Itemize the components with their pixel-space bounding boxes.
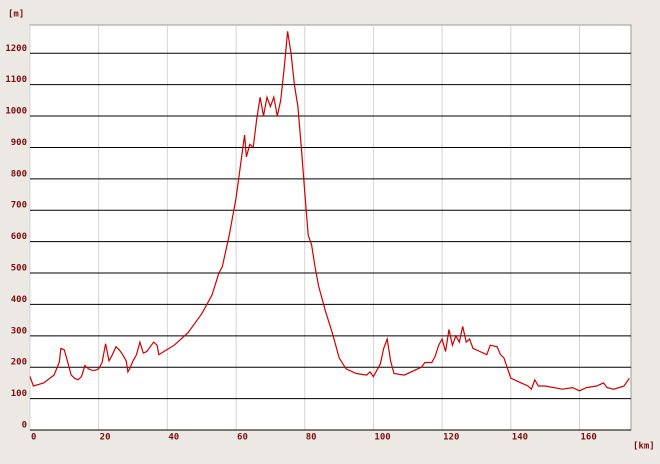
plot-area xyxy=(29,24,632,431)
x-unit: [km] xyxy=(633,442,655,452)
y-unit: [m] xyxy=(8,10,24,20)
y-tick-label: 1200 xyxy=(5,44,27,54)
y-tick-label: 800 xyxy=(11,169,27,179)
x-tick-label: 40 xyxy=(168,433,179,443)
y-tick-label: 0 xyxy=(22,421,27,431)
y-tick-label: 1100 xyxy=(5,75,27,85)
elevation-line xyxy=(29,31,630,392)
y-tick-label: 700 xyxy=(11,201,27,211)
y-tick-label: 100 xyxy=(11,389,27,399)
y-tick-label: 500 xyxy=(11,264,27,274)
x-tick-label: 160 xyxy=(580,433,596,443)
x-tick-label: 0 xyxy=(31,433,36,443)
y-tick-label: 600 xyxy=(11,232,27,242)
x-tick-label: 120 xyxy=(443,433,459,443)
x-tick-label: 20 xyxy=(100,433,111,443)
y-tick-label: 200 xyxy=(11,358,27,368)
x-tick-label: 60 xyxy=(237,433,248,443)
y-tick-label: 400 xyxy=(11,295,27,305)
y-tick-label: 300 xyxy=(11,326,27,336)
x-tick-label: 140 xyxy=(512,433,528,443)
x-tick-label: 100 xyxy=(374,433,390,443)
x-tick-label: 80 xyxy=(306,433,317,443)
y-tick-label: 1000 xyxy=(5,107,27,117)
y-tick-label: 900 xyxy=(11,138,27,148)
